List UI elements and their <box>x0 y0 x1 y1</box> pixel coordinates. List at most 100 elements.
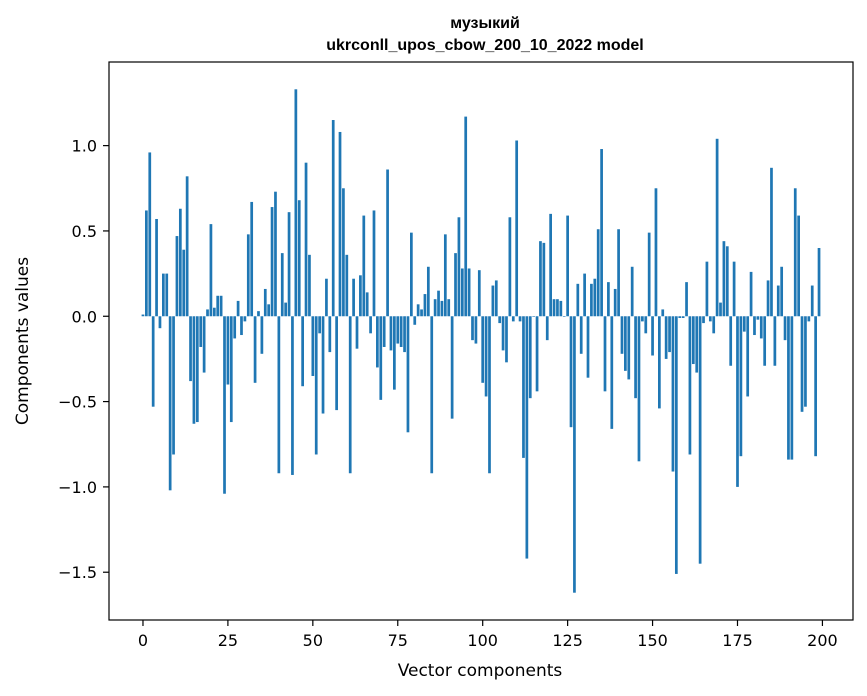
bar <box>505 316 508 363</box>
y-tick-label: 0.5 <box>72 222 97 241</box>
bar <box>178 208 182 317</box>
bar <box>206 309 209 317</box>
bar <box>304 162 308 317</box>
x-tick-label: 25 <box>218 631 238 650</box>
bar <box>195 316 199 423</box>
bar <box>620 316 624 354</box>
bar <box>759 316 763 339</box>
bar <box>345 254 349 317</box>
bar <box>691 316 695 365</box>
bar <box>311 316 315 376</box>
bar <box>814 316 817 457</box>
y-tick-label: 0.0 <box>72 307 97 326</box>
bar <box>240 316 243 336</box>
bar <box>413 316 417 325</box>
bar <box>494 280 498 317</box>
bar <box>712 316 716 334</box>
bar <box>773 316 777 366</box>
bar <box>192 316 196 424</box>
bar <box>165 273 169 317</box>
bar <box>644 316 648 334</box>
bar <box>447 299 451 317</box>
bar <box>270 207 274 317</box>
bar <box>433 299 437 317</box>
bar <box>399 316 403 347</box>
bar <box>658 316 661 409</box>
bar <box>403 316 406 353</box>
bar <box>535 316 539 392</box>
bar <box>508 217 512 317</box>
bar <box>151 316 155 407</box>
bar <box>671 316 675 472</box>
bar <box>335 316 338 411</box>
bar <box>443 234 447 317</box>
bar <box>243 316 247 322</box>
bar <box>328 316 332 353</box>
bar <box>430 316 434 474</box>
chart-title-line-1: музыкий <box>450 15 520 32</box>
bar <box>287 212 291 317</box>
x-axis-label: Vector components <box>398 661 563 681</box>
x-tick-label: 75 <box>388 631 408 650</box>
bar <box>552 299 556 317</box>
bar <box>624 316 627 371</box>
bar <box>189 316 192 382</box>
bar <box>610 316 614 429</box>
x-axis-ticks: 0 25 50 75 100 125 150 175 200 <box>138 620 838 650</box>
bar <box>280 253 284 317</box>
bar <box>301 316 304 387</box>
bar <box>556 299 559 317</box>
bar <box>702 316 705 324</box>
bar <box>559 300 563 317</box>
x-tick-label: 100 <box>467 631 498 650</box>
bar <box>674 316 678 574</box>
bar <box>501 316 505 351</box>
x-tick-label: 50 <box>303 631 323 650</box>
bar <box>410 232 413 317</box>
bar <box>532 316 536 317</box>
bar <box>148 152 152 317</box>
bar <box>770 167 773 317</box>
bar <box>749 271 753 317</box>
bar <box>460 268 464 317</box>
bar <box>681 316 685 318</box>
bar <box>393 316 396 390</box>
bar <box>515 140 519 317</box>
bar <box>708 316 712 322</box>
bar <box>454 253 457 317</box>
bar <box>291 316 294 475</box>
bar <box>491 285 495 317</box>
bar <box>321 316 325 414</box>
bar <box>362 215 366 317</box>
bar <box>579 316 583 354</box>
bar <box>325 278 328 317</box>
bar <box>562 316 566 317</box>
bar <box>219 295 223 317</box>
bar <box>141 314 145 317</box>
bar <box>145 210 148 317</box>
bar <box>246 234 250 317</box>
bar <box>719 302 722 317</box>
bar <box>807 316 811 322</box>
bar <box>810 285 814 317</box>
bar <box>223 316 226 494</box>
bar <box>277 316 281 474</box>
bar <box>426 266 430 317</box>
bar <box>263 288 267 317</box>
bar <box>471 316 474 341</box>
bar <box>185 176 189 317</box>
bar <box>199 316 203 347</box>
chart-title-line-2: ukrconll_upos_cbow_200_10_2022 model <box>326 37 643 54</box>
bar <box>294 89 298 317</box>
bar <box>590 283 593 317</box>
bar <box>600 149 603 317</box>
bar <box>647 232 651 317</box>
bar <box>664 316 668 359</box>
bar <box>797 215 800 317</box>
bar <box>342 188 345 317</box>
bar <box>793 188 797 317</box>
bar <box>274 191 277 317</box>
bar <box>634 316 637 399</box>
bar <box>685 282 688 317</box>
bar <box>226 316 230 385</box>
